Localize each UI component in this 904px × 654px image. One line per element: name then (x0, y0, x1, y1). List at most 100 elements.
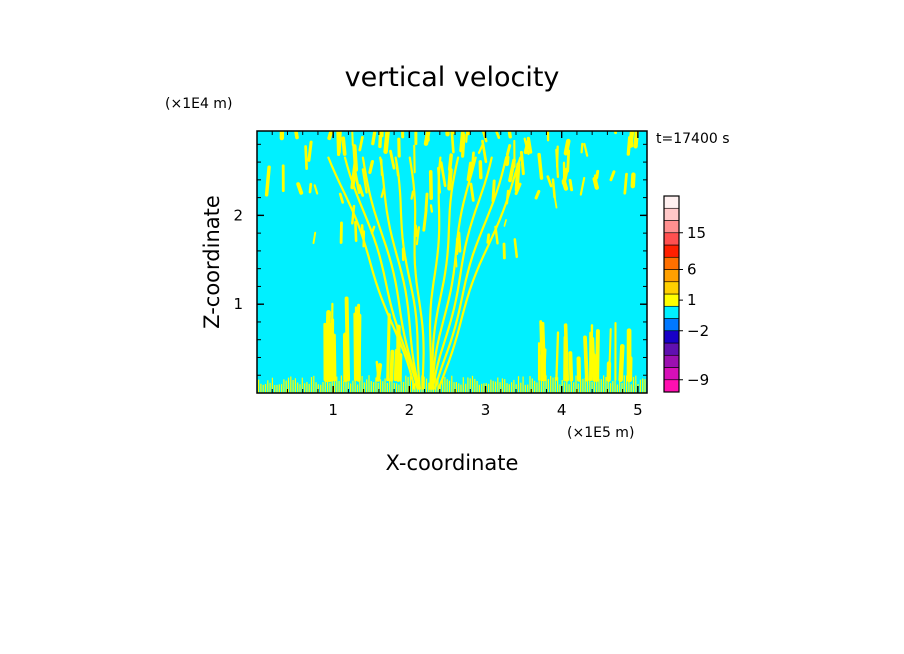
noise-cell (313, 375, 315, 393)
velocity-streak (589, 324, 594, 381)
noise-cell (361, 376, 363, 393)
noise-cell (524, 384, 526, 393)
velocity-streak (579, 176, 586, 196)
noise-cell (278, 384, 280, 393)
velocity-streak (592, 176, 599, 190)
noise-cell (425, 378, 428, 393)
noise-cell (603, 375, 605, 393)
noise-cell (271, 377, 273, 393)
noise-cell (488, 383, 490, 393)
noise-cell (511, 382, 513, 393)
noise-cell (582, 378, 584, 393)
noise-cell (336, 376, 338, 393)
noise-cell (290, 376, 292, 393)
noise-cell (584, 377, 586, 393)
noise-cell (543, 375, 545, 393)
colorbar-level (663, 330, 680, 344)
noise-cell (499, 382, 501, 393)
velocity-streak (466, 161, 473, 182)
velocity-streak (519, 150, 525, 176)
velocity-streak (481, 131, 488, 143)
noise-cell (347, 382, 349, 393)
velocity-streak (398, 353, 403, 382)
velocity-streak (264, 165, 271, 197)
colorbar-level (663, 367, 680, 381)
velocity-streak (371, 131, 377, 146)
velocity-streak (324, 310, 331, 383)
velocity-streak (353, 170, 361, 194)
noise-cell (419, 377, 421, 393)
noise-cell (368, 375, 370, 393)
velocity-streak (380, 186, 385, 198)
velocity-streak (430, 156, 460, 390)
noise-cell (396, 383, 398, 393)
noise-cell (306, 381, 308, 393)
x-axis: 1 2 3 4 5 (271, 131, 643, 419)
velocity-streak (494, 225, 499, 245)
noise-cell (301, 377, 303, 393)
noise-cell (552, 377, 554, 393)
noise-cell (596, 381, 598, 393)
velocity-streak (431, 156, 477, 390)
noise-cell (327, 380, 329, 393)
colorbar-level (663, 232, 680, 246)
velocity-streak (389, 149, 396, 170)
noise-cell (350, 383, 352, 393)
noise-cell (322, 382, 324, 393)
noise-cell (455, 381, 457, 393)
colorbar-level (663, 269, 680, 283)
noise-cell (504, 379, 506, 393)
velocity-streak (503, 219, 507, 227)
velocity-streak (457, 231, 462, 253)
noise-cell (623, 375, 625, 393)
velocity-streak (308, 182, 313, 194)
noise-cell (642, 378, 644, 393)
velocity-streak (477, 143, 484, 154)
velocity-streak (344, 296, 351, 382)
noise-cell (315, 382, 317, 393)
noise-cell (517, 376, 520, 393)
colorbar-level (663, 281, 680, 295)
velocity-streak (410, 190, 415, 200)
colorbar-level (663, 195, 680, 209)
noise-cell (619, 377, 621, 393)
noise-cell (340, 375, 342, 393)
noise-cell (563, 382, 566, 393)
noise-cell (483, 383, 485, 393)
noise-cell (448, 380, 451, 393)
noise-cell (632, 376, 635, 393)
noise-cell (607, 380, 609, 393)
velocity-streak (580, 142, 584, 154)
noise-cell (437, 378, 439, 393)
velocity-streak (481, 139, 488, 164)
velocity-streak (469, 182, 475, 202)
velocity-streak (379, 156, 421, 390)
noise-cell (276, 384, 278, 393)
velocity-streak (361, 168, 368, 194)
noise-cell (515, 384, 517, 393)
velocity-streak (280, 131, 283, 133)
velocity-streak (341, 136, 347, 156)
velocity-streak (563, 138, 571, 156)
colorbar-level (663, 220, 680, 234)
velocity-streak (630, 131, 634, 148)
velocity-streak (514, 182, 522, 196)
noise-cell (294, 378, 296, 393)
velocity-streak (358, 184, 365, 197)
noise-cell (566, 378, 568, 393)
velocity-streak (568, 351, 574, 382)
noise-cell (513, 379, 515, 393)
noise-cell (297, 382, 299, 393)
velocity-streak (389, 349, 395, 382)
velocity-streak (352, 144, 359, 172)
velocity-streak (343, 156, 419, 390)
colorbar-label: −2 (687, 322, 709, 340)
noise-cell (508, 384, 510, 393)
noise-cell (274, 384, 276, 393)
noise-cell (536, 382, 538, 393)
noise-cell (329, 383, 331, 393)
velocity-streak (431, 156, 493, 390)
noise-cell (402, 381, 405, 393)
noise-cell (462, 377, 464, 393)
noise-cell (616, 384, 618, 393)
